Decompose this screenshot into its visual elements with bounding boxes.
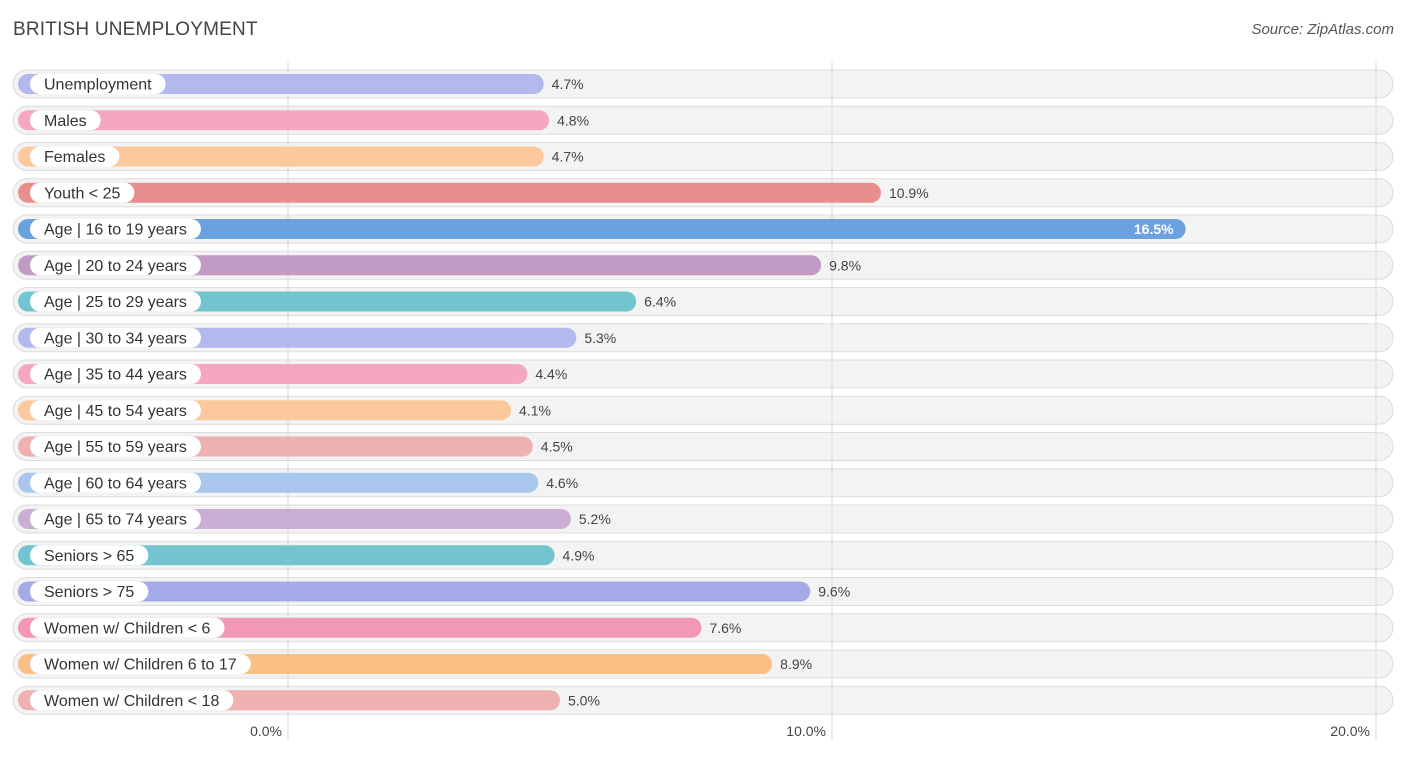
category-label: Unemployment bbox=[44, 77, 152, 94]
value-label: 4.7% bbox=[552, 76, 584, 92]
x-tick-label: 20.0% bbox=[1330, 723, 1370, 739]
category-label: Women w/ Children < 18 bbox=[44, 693, 219, 710]
bar bbox=[18, 110, 550, 131]
category-pill bbox=[30, 581, 149, 602]
bar-row: Age | 20 to 24 years 9.8% bbox=[18, 255, 861, 276]
bar bbox=[18, 182, 881, 203]
bar-row: Women w/ Children < 18 5.0% bbox=[18, 690, 600, 711]
category-label: Age | 45 to 54 years bbox=[44, 403, 187, 420]
category-pill bbox=[30, 219, 201, 239]
category-label: Age | 20 to 24 years bbox=[44, 258, 187, 275]
value-label: 10.9% bbox=[889, 185, 929, 201]
bar-row: Age | 65 to 74 years 5.2% bbox=[18, 509, 611, 529]
category-label: Males bbox=[44, 113, 87, 130]
bar-row: Age | 25 to 29 years 6.4% bbox=[18, 291, 676, 312]
value-label: 4.4% bbox=[535, 366, 567, 382]
category-pill bbox=[30, 110, 101, 131]
bar bbox=[18, 146, 544, 167]
x-axis-ticks: 0.0% 10.0% 20.0% bbox=[250, 723, 1370, 739]
value-label: 4.8% bbox=[557, 112, 589, 128]
row-backgrounds bbox=[12, 69, 1394, 715]
bar-row: Seniors > 75 9.6% bbox=[18, 581, 850, 602]
chart-title: BRITISH UNEMPLOYMENT bbox=[13, 19, 258, 40]
category-pill bbox=[30, 400, 201, 421]
bar-row: Age | 35 to 44 years 4.4% bbox=[18, 364, 567, 384]
bar-row: Age | 55 to 59 years 4.5% bbox=[18, 436, 573, 457]
category-label: Seniors > 75 bbox=[44, 584, 134, 601]
bar-row: Males 4.8% bbox=[18, 110, 589, 131]
value-label: 6.4% bbox=[644, 294, 676, 310]
bars: Unemployment 4.7% Males 4.8% Females 4.7% Yout… bbox=[18, 74, 1186, 711]
category-pill bbox=[30, 364, 201, 384]
bar-row: Unemployment 4.7% bbox=[18, 74, 584, 94]
bar bbox=[18, 255, 822, 276]
x-tick-label: 10.0% bbox=[786, 723, 826, 739]
bar-row: Age | 60 to 64 years 4.6% bbox=[18, 472, 578, 493]
value-label: 9.8% bbox=[829, 257, 861, 273]
category-label: Women w/ Children < 6 bbox=[44, 620, 211, 637]
value-label: 9.6% bbox=[818, 584, 850, 600]
bar-row: Age | 30 to 34 years 5.3% bbox=[18, 327, 616, 348]
value-label: 4.5% bbox=[541, 439, 573, 455]
category-label: Youth < 25 bbox=[44, 185, 120, 202]
category-pill bbox=[30, 654, 251, 674]
category-pill bbox=[30, 509, 201, 529]
category-label: Age | 35 to 44 years bbox=[44, 367, 187, 384]
category-pill bbox=[30, 182, 135, 203]
bar bbox=[18, 581, 811, 602]
bar-row: Women w/ Children 6 to 17 8.9% bbox=[18, 654, 812, 674]
category-label: Age | 60 to 64 years bbox=[44, 475, 187, 492]
category-label: Age | 30 to 34 years bbox=[44, 330, 187, 347]
value-label: 7.6% bbox=[709, 620, 741, 636]
category-pill bbox=[30, 690, 234, 711]
value-label: 4.9% bbox=[563, 547, 595, 563]
category-pill bbox=[30, 545, 149, 566]
value-label: 5.2% bbox=[579, 511, 611, 527]
value-label: 16.5% bbox=[1134, 221, 1174, 237]
bar-row: Age | 45 to 54 years 4.1% bbox=[18, 400, 551, 421]
category-pill bbox=[30, 436, 201, 457]
value-label: 5.0% bbox=[568, 692, 600, 708]
category-label: Age | 55 to 59 years bbox=[44, 439, 187, 456]
category-label: Age | 65 to 74 years bbox=[44, 512, 187, 529]
category-label: Age | 25 to 29 years bbox=[44, 294, 187, 311]
bar bbox=[18, 219, 1186, 239]
value-label: 4.6% bbox=[546, 475, 578, 491]
value-label: 4.1% bbox=[519, 402, 551, 418]
category-label: Age | 16 to 19 years bbox=[44, 222, 187, 239]
category-pill bbox=[30, 74, 166, 94]
value-label: 8.9% bbox=[780, 656, 812, 672]
x-tick-label: 0.0% bbox=[250, 723, 282, 739]
bar bbox=[18, 545, 555, 566]
category-label: Females bbox=[44, 149, 105, 166]
bar-row: Women w/ Children < 6 7.6% bbox=[18, 617, 741, 638]
bar-row: Youth < 25 10.9% bbox=[18, 182, 929, 203]
category-pill bbox=[30, 146, 120, 167]
category-label: Women w/ Children 6 to 17 bbox=[44, 657, 237, 674]
bar-row: Age | 16 to 19 years 16.5% bbox=[18, 219, 1186, 239]
value-label: 4.7% bbox=[552, 149, 584, 165]
category-pill bbox=[30, 255, 201, 276]
bar-row: Females 4.7% bbox=[18, 146, 584, 167]
value-label: 5.3% bbox=[584, 330, 616, 346]
category-label: Seniors > 65 bbox=[44, 548, 134, 565]
category-pill bbox=[30, 327, 201, 348]
category-pill bbox=[30, 617, 225, 638]
source-note: Source: ZipAtlas.com bbox=[1251, 21, 1394, 38]
category-pill bbox=[30, 291, 201, 312]
category-pill bbox=[30, 472, 201, 493]
bar-row: Seniors > 65 4.9% bbox=[18, 545, 595, 566]
